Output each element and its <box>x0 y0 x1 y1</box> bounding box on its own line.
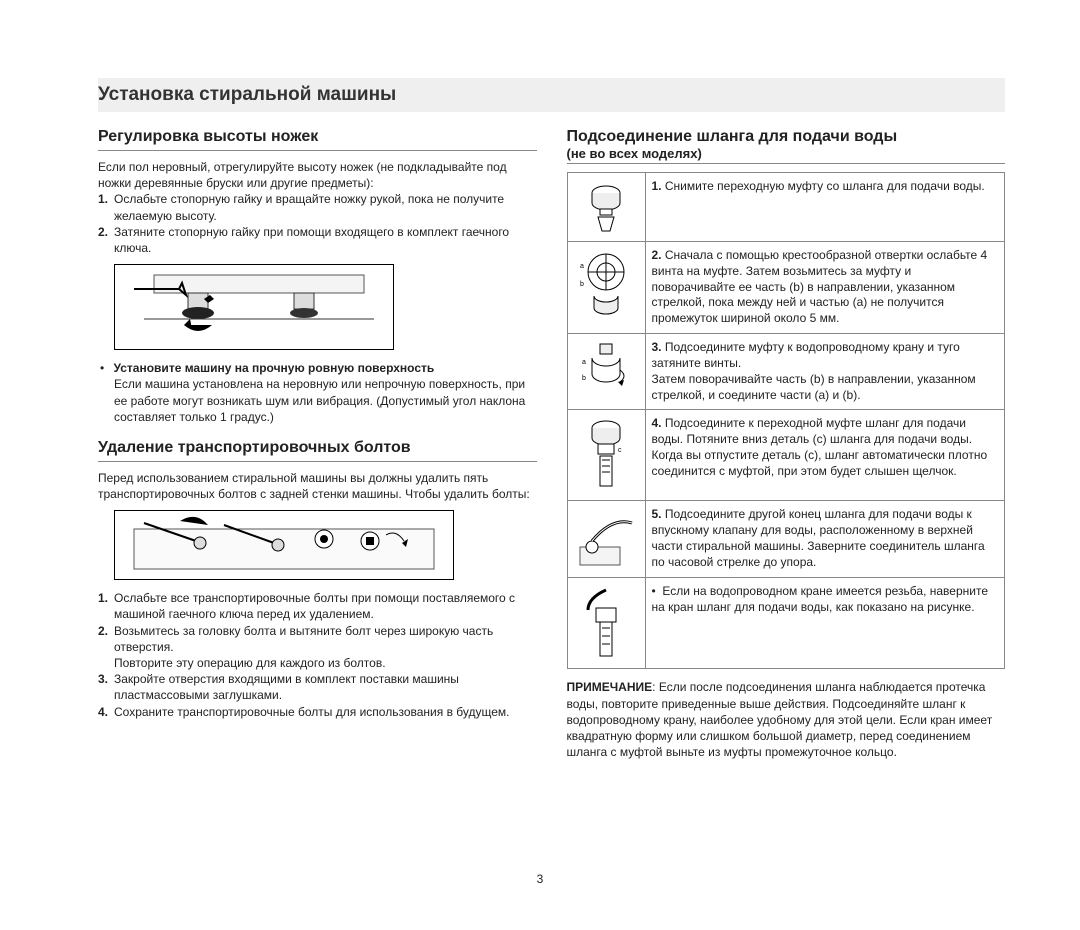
legs-bullet: Установите машину на прочную ровную пове… <box>98 360 537 425</box>
hose-text-2: 2. Сначала с помощью крестообразной отве… <box>645 242 1005 334</box>
bolts-heading: Удаление транспортировочных болтов <box>98 439 537 457</box>
right-column: Подсоединение шланга для подачи воды (не… <box>567 122 1006 760</box>
page-title: Установка стиральной машины <box>98 84 993 106</box>
hose-table: 1. Снимите переходную муфту со шланга дл… <box>567 172 1006 669</box>
bolts-step-1: Ослабьте все транспортировочные болты пр… <box>114 590 537 622</box>
hose-fig-2: ab <box>567 242 645 334</box>
svg-text:a: a <box>582 359 586 366</box>
page-number: 3 <box>0 872 1080 886</box>
bolts-diagram <box>114 510 454 580</box>
legs-bullet-title: Установите машину на прочную ровную пове… <box>114 361 435 375</box>
bolts-intro: Перед использованием стиральной машины в… <box>98 470 537 502</box>
hose-heading: Подсоединение шланга для подачи воды <box>567 128 1006 146</box>
rule <box>567 163 1006 164</box>
hose-text-3: 3. Подсоедините муфту к водопроводному к… <box>645 334 1005 410</box>
legs-heading: Регулировка высоты ножек <box>98 128 537 146</box>
page-title-bar: Установка стиральной машины <box>98 78 1005 112</box>
rule <box>98 150 537 151</box>
bolts-step-2: Возьмитесь за головку болта и вытяните б… <box>114 623 537 672</box>
hose-row-3: ab 3. Подсоедините муфту к водопроводном… <box>567 334 1005 410</box>
hose-text-4: 4. Подсоедините к переходной муфте шланг… <box>645 410 1005 501</box>
legs-steps: 1.Ослабьте стопорную гайку и вращайте но… <box>98 191 537 256</box>
hose-fig-1 <box>567 173 645 242</box>
hose-text-6: • Если на водопроводном кране имеется ре… <box>645 578 1005 669</box>
svg-text:b: b <box>580 281 584 288</box>
hose-text-1: 1. Снимите переходную муфту со шланга дл… <box>645 173 1005 242</box>
legs-intro: Если пол неровный, отрегулируйте высоту … <box>98 159 537 191</box>
hose-text-5: 5. Подсоедините другой конец шланга для … <box>645 501 1005 578</box>
note-label: ПРИМЕЧАНИЕ <box>567 680 653 694</box>
legs-bullet-body: Если машина установлена на неровную или … <box>114 377 525 423</box>
svg-text:b: b <box>582 375 586 382</box>
hose-note: ПРИМЕЧАНИЕ: Если после подсоединения шла… <box>567 679 1006 760</box>
legs-diagram <box>114 264 394 350</box>
hose-row-2: ab 2. Сначала с помощью крестообразной о… <box>567 242 1005 334</box>
bolts-step-4: Сохраните транспортировочные болты для и… <box>114 704 537 720</box>
hose-row-4: c 4. Подсоедините к переходной муфте шла… <box>567 410 1005 501</box>
hose-fig-4: c <box>567 410 645 501</box>
hose-fig-3: ab <box>567 334 645 410</box>
hose-row-6: • Если на водопроводном кране имеется ре… <box>567 578 1005 669</box>
svg-text:c: c <box>618 447 622 454</box>
rule <box>98 461 537 462</box>
legs-step-2: Затяните стопорную гайку при помощи вход… <box>114 224 537 256</box>
hose-fig-5 <box>567 501 645 578</box>
hose-row-5: 5. Подсоедините другой конец шланга для … <box>567 501 1005 578</box>
bolts-steps: 1.Ослабьте все транспортировочные болты … <box>98 590 537 720</box>
bolts-step-3: Закройте отверстия входящими в комплект … <box>114 671 537 703</box>
left-column: Регулировка высоты ножек Если пол неровн… <box>98 122 537 760</box>
hose-subheading: (не во всех моделях) <box>567 146 1006 161</box>
hose-fig-6 <box>567 578 645 669</box>
legs-step-1: Ослабьте стопорную гайку и вращайте ножк… <box>114 191 537 223</box>
hose-row-1: 1. Снимите переходную муфту со шланга дл… <box>567 173 1005 242</box>
svg-text:a: a <box>580 263 584 270</box>
